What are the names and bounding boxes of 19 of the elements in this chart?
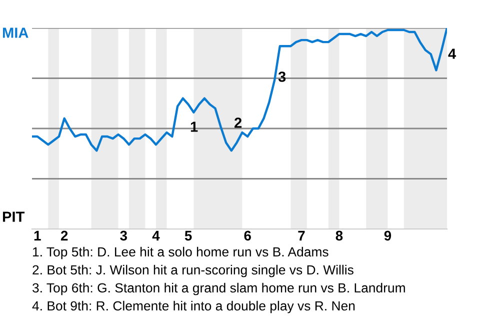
x-tick-label: 3 bbox=[120, 230, 127, 241]
x-tick-label: 5 bbox=[184, 230, 192, 241]
x-tick-label: 8 bbox=[336, 230, 343, 241]
x-tick-label: 2 bbox=[60, 230, 68, 240]
text: 2. Bot 5th: J. Wilson hit a run-scoring single vs D. Willis bbox=[32, 264, 354, 278]
x-tick-label: 4 bbox=[152, 230, 160, 240]
x-tick-label: 6 bbox=[244, 230, 251, 241]
annotation: 1 bbox=[190, 122, 198, 132]
text: MIA bbox=[2, 28, 28, 38]
annotation: 3 bbox=[278, 72, 286, 82]
text: 1. Top 5th: D. Lee hit a solo home run vs B. Adams bbox=[33, 246, 328, 260]
x-tick-label: 7 bbox=[298, 230, 305, 240]
text: 4 bbox=[448, 48, 456, 59]
annotation: 2 bbox=[234, 118, 242, 128]
x-tick-label: 1 bbox=[34, 230, 41, 240]
text: 4. Bot 9th: R. Clemente hit into a double play vs R. Nen bbox=[32, 300, 355, 314]
text: 3. Top 6th: G. Stanton hit a grand slam home run vs B. Landrum bbox=[32, 282, 405, 296]
x-tick-label: 9 bbox=[384, 230, 392, 241]
text: PIT bbox=[2, 212, 25, 222]
